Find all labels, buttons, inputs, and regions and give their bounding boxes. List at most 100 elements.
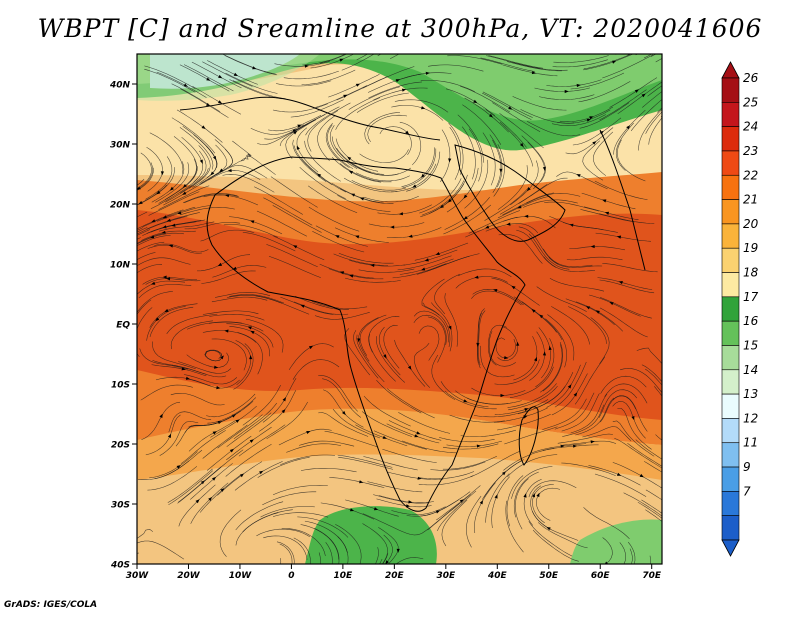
streamline — [580, 209, 635, 223]
streamline — [307, 185, 358, 213]
streamline-arrow — [281, 409, 286, 414]
streamline — [281, 528, 326, 556]
streamline-arrow — [183, 83, 188, 87]
streamline — [225, 444, 272, 477]
streamline-arrow — [616, 472, 622, 476]
streamline-arrow — [201, 125, 206, 129]
streamline — [217, 461, 263, 496]
streamline — [617, 139, 646, 182]
streamline — [457, 268, 512, 277]
streamline — [612, 401, 646, 439]
streamline — [627, 54, 632, 56]
streamline — [518, 226, 559, 265]
streamline — [137, 291, 173, 313]
streamline — [206, 393, 256, 418]
streamline — [513, 296, 557, 333]
streamline-arrow — [297, 124, 302, 128]
streamline-arrow — [150, 235, 155, 239]
streamline-arrow — [366, 574, 370, 578]
streamline — [518, 177, 568, 204]
streamline — [542, 248, 593, 268]
streamline — [165, 168, 209, 203]
streamline — [242, 384, 281, 426]
streamline — [436, 485, 481, 521]
streamline — [386, 423, 440, 444]
streamline — [356, 92, 409, 113]
streamline — [178, 361, 232, 374]
streamline-arrow — [217, 100, 223, 104]
streamline — [444, 293, 458, 347]
streamline — [527, 141, 545, 190]
streamline — [348, 86, 400, 110]
lon-label: 10E — [334, 571, 354, 581]
streamline — [421, 278, 445, 316]
lon-label: 60E — [591, 571, 611, 581]
streamline — [283, 70, 339, 80]
streamline — [473, 409, 530, 418]
streamline — [184, 193, 239, 203]
streamline — [485, 473, 510, 523]
streamline — [470, 450, 521, 478]
streamline-arrow — [506, 222, 511, 226]
streamline-arrow — [138, 200, 143, 205]
streamline — [499, 113, 544, 149]
streamline-arrow — [212, 431, 217, 435]
streamline — [418, 325, 440, 361]
lon-label: 40E — [487, 571, 508, 581]
streamline-arrow — [382, 435, 387, 439]
streamline — [141, 230, 196, 241]
streamline — [137, 540, 185, 560]
streamline — [505, 500, 524, 553]
streamline — [142, 206, 196, 228]
streamline — [449, 126, 461, 180]
streamline — [259, 390, 297, 432]
streamline — [293, 145, 333, 186]
streamline — [503, 216, 556, 229]
streamline-arrow — [342, 411, 346, 416]
streamline-arrow — [247, 326, 252, 330]
streamline — [272, 485, 328, 495]
streamline — [534, 87, 590, 92]
streamline-arrow — [250, 330, 255, 335]
streamline — [392, 263, 447, 279]
streamline — [416, 255, 470, 275]
streamline — [645, 368, 662, 386]
streamline — [301, 69, 356, 86]
streamline — [497, 165, 528, 210]
streamline — [297, 516, 349, 538]
streamline-arrow — [567, 384, 572, 389]
streamline — [273, 235, 325, 261]
streamline — [299, 440, 355, 447]
streamline-arrow — [259, 470, 264, 475]
streamline — [549, 277, 605, 292]
streamline — [545, 318, 567, 368]
streamline-arrow — [347, 156, 352, 161]
streamline — [145, 414, 181, 456]
streamline — [398, 412, 451, 434]
streamline-arrow — [206, 77, 211, 81]
streamline — [335, 524, 362, 564]
streamline — [149, 306, 194, 337]
streamline-arrow — [233, 72, 238, 76]
streamline-arrow — [663, 107, 667, 111]
streamline — [556, 171, 608, 190]
streamline — [188, 145, 211, 189]
colorbar-label: 7 — [743, 484, 751, 498]
coastline-madagascar — [518, 406, 539, 466]
streamline — [272, 512, 329, 518]
streamline — [229, 326, 270, 357]
streamline — [529, 331, 545, 381]
streamline — [214, 292, 271, 298]
streamline — [462, 104, 502, 145]
streamline — [391, 163, 437, 193]
streamline — [512, 62, 568, 71]
streamline — [635, 439, 662, 460]
footer-credit: GrADS: IGES/COLA — [4, 600, 98, 610]
streamline — [597, 277, 653, 290]
streamline — [413, 310, 449, 343]
streamline — [599, 307, 648, 338]
streamline — [546, 364, 581, 408]
streamline — [211, 296, 268, 303]
streamline — [645, 111, 662, 134]
